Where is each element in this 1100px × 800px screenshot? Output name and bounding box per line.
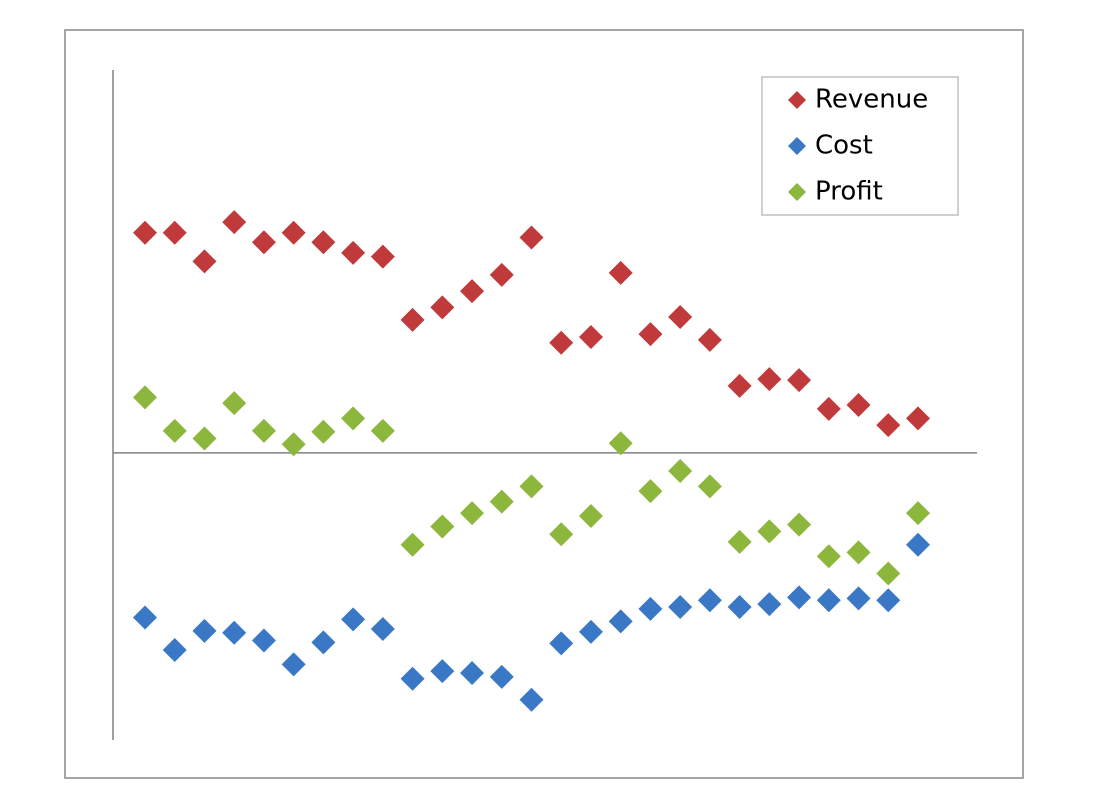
marker <box>638 596 663 621</box>
marker <box>489 664 514 689</box>
marker <box>133 605 157 630</box>
marker <box>133 220 157 245</box>
marker <box>341 607 366 632</box>
marker <box>608 431 633 456</box>
marker <box>430 659 455 684</box>
marker <box>162 638 187 663</box>
marker <box>341 240 366 265</box>
marker <box>341 406 366 431</box>
marker <box>876 413 901 438</box>
marker <box>281 220 306 245</box>
marker <box>162 220 187 245</box>
marker <box>489 489 514 514</box>
marker <box>876 561 901 586</box>
marker <box>906 406 930 431</box>
marker <box>549 522 574 547</box>
marker <box>222 391 247 416</box>
marker <box>638 479 663 504</box>
marker <box>846 540 871 565</box>
legend-marker <box>788 137 806 155</box>
marker <box>578 619 603 644</box>
marker <box>133 385 157 410</box>
marker <box>192 618 217 643</box>
marker <box>370 418 395 443</box>
marker <box>757 519 782 544</box>
marker <box>460 279 485 304</box>
marker <box>727 373 752 398</box>
marker <box>162 418 187 443</box>
marker <box>519 225 544 250</box>
legend-label: Cost <box>815 131 873 161</box>
marker <box>311 419 336 444</box>
marker <box>370 616 395 641</box>
marker <box>816 588 841 613</box>
marker <box>489 262 514 287</box>
marker <box>430 295 455 320</box>
marker <box>816 544 841 569</box>
marker <box>787 512 812 537</box>
marker <box>192 426 217 451</box>
marker <box>281 432 306 457</box>
marker <box>876 588 901 613</box>
marker <box>549 330 574 355</box>
marker <box>608 260 633 285</box>
marker <box>697 588 722 613</box>
marker <box>757 592 782 617</box>
legend-label: Revenue <box>815 85 928 115</box>
marker <box>578 325 603 350</box>
marker <box>549 631 574 656</box>
marker <box>668 304 693 329</box>
marker <box>251 230 276 255</box>
marker <box>192 249 217 274</box>
marker <box>430 514 455 539</box>
marker <box>251 418 276 443</box>
legend-marker <box>788 183 806 201</box>
marker <box>757 367 782 392</box>
legend-marker <box>788 91 806 109</box>
marker <box>727 594 752 619</box>
marker <box>519 474 544 499</box>
legend-label: Profit <box>815 177 883 207</box>
marker <box>906 532 930 557</box>
marker <box>222 620 247 645</box>
marker <box>370 244 395 269</box>
marker <box>906 501 930 526</box>
marker <box>638 322 663 347</box>
marker <box>222 210 247 235</box>
marker <box>519 687 544 712</box>
marker <box>311 630 336 655</box>
marker <box>697 474 722 499</box>
marker <box>311 230 336 255</box>
marker <box>787 585 812 610</box>
marker <box>668 459 693 484</box>
marker <box>608 609 633 634</box>
marker <box>816 396 841 421</box>
marker <box>460 661 485 685</box>
marker <box>697 327 722 352</box>
marker <box>846 586 871 611</box>
marker <box>400 532 425 557</box>
marker <box>251 628 276 653</box>
marker <box>460 501 485 526</box>
marker <box>578 504 603 529</box>
marker <box>727 529 752 554</box>
marker <box>787 368 812 393</box>
marker <box>668 594 693 619</box>
marker <box>400 666 425 691</box>
marker <box>846 393 871 417</box>
marker <box>281 652 306 677</box>
marker <box>400 307 425 332</box>
